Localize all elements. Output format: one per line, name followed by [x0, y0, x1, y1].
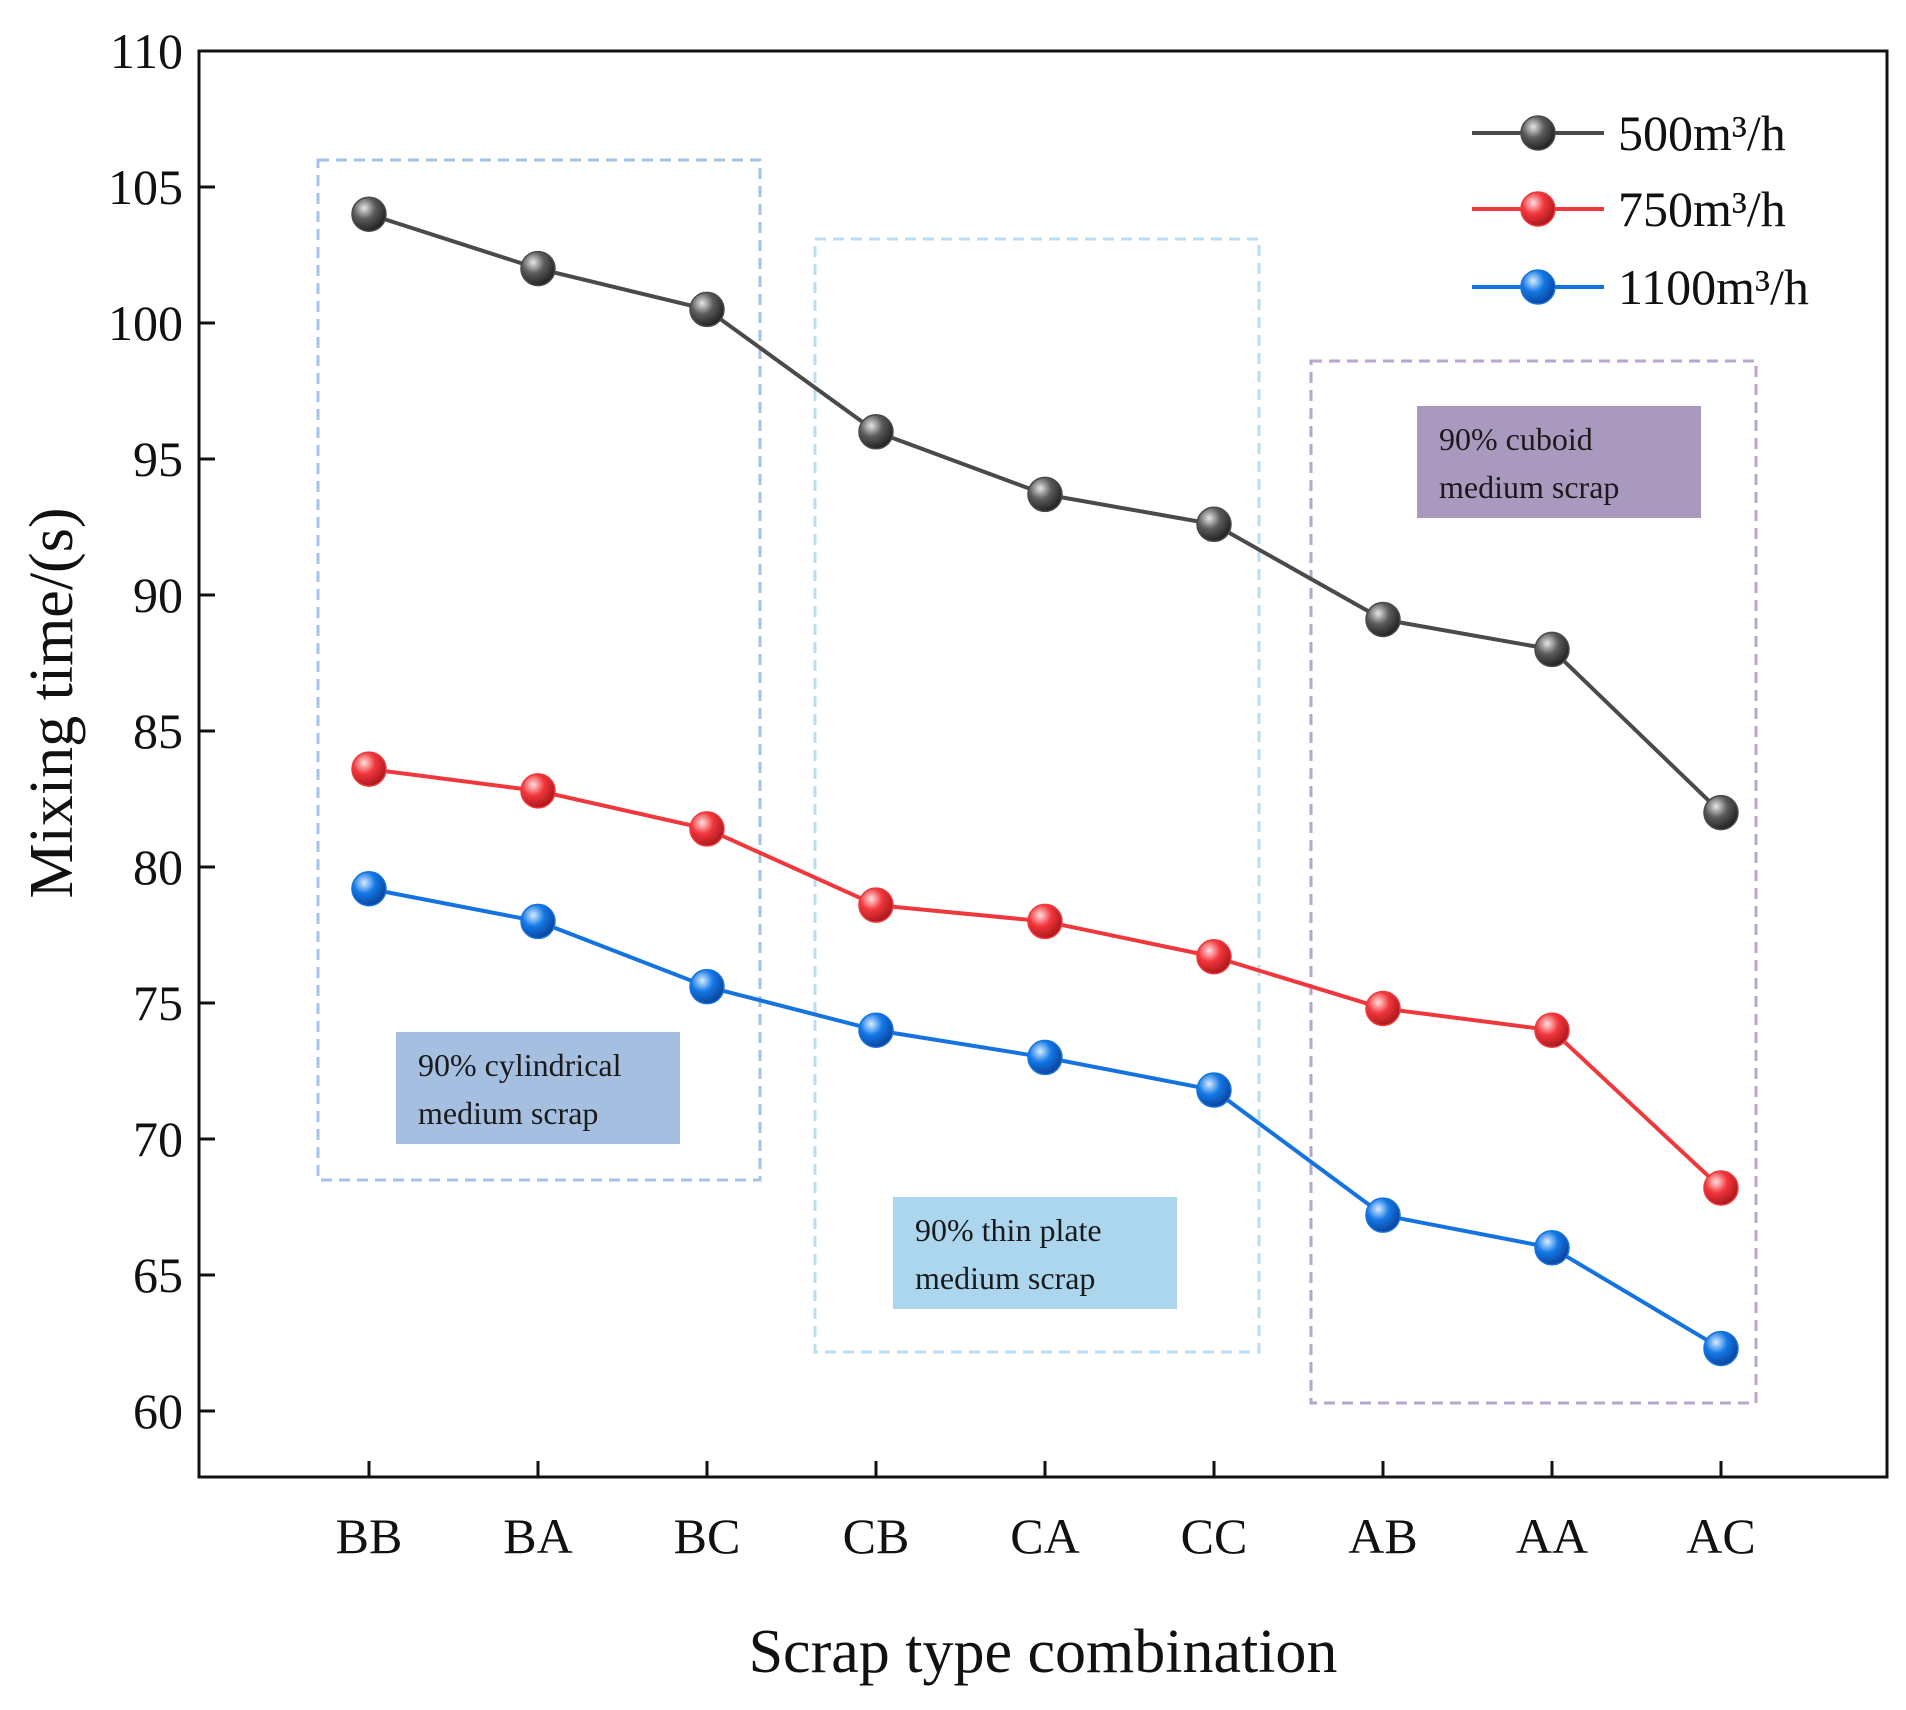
- y-axis: 60 65 70 75 80 85 90 95 100 105 110: [108, 23, 215, 1439]
- series-2: [351, 751, 1739, 1206]
- data-point-3-BC: [689, 968, 725, 1005]
- annotation-label-box-3: [1417, 406, 1701, 518]
- annotation-text-2-2: medium scrap: [915, 1260, 1095, 1296]
- data-point-1-AB: [1365, 601, 1401, 638]
- x-tick-label-CA: CA: [1010, 1508, 1079, 1564]
- x-tick-label-BC: BC: [674, 1508, 741, 1564]
- data-point-2-AA: [1534, 1012, 1570, 1048]
- legend-label-1: 500m³/h: [1618, 105, 1786, 161]
- data-point-3-CA: [1027, 1039, 1063, 1076]
- y-tick-label-85: 85: [133, 703, 183, 759]
- y-tick-label-65: 65: [133, 1247, 183, 1303]
- x-tick-label-CB: CB: [843, 1508, 910, 1564]
- annotation-label-box-2: [893, 1197, 1177, 1309]
- data-point-2-BB: [351, 751, 387, 787]
- y-tick-label-110: 110: [110, 23, 183, 79]
- x-tick-label-AC: AC: [1686, 1508, 1755, 1564]
- group-box-3: [1309, 359, 1758, 1405]
- data-point-3-AB: [1365, 1197, 1401, 1233]
- data-point-1-BC: [689, 291, 725, 328]
- data-point-3-AA: [1534, 1230, 1570, 1266]
- y-tick-label-90: 90: [133, 567, 183, 623]
- x-tick-label-AA: AA: [1516, 1508, 1588, 1564]
- series-3: [351, 871, 1739, 1367]
- data-point-2-BC: [689, 811, 725, 847]
- legend-marker-2: [1520, 191, 1556, 227]
- y-tick-label-70: 70: [133, 1111, 183, 1167]
- group-box-2: [813, 237, 1261, 1354]
- legend-marker-1: [1520, 115, 1556, 151]
- legend-label-2: 750m³/h: [1618, 181, 1786, 237]
- data-point-3-AC: [1703, 1330, 1739, 1367]
- legend-marker-3: [1520, 269, 1556, 305]
- annotation-text-3-1: 90% cuboid: [1439, 421, 1593, 457]
- y-tick-label-105: 105: [108, 159, 183, 215]
- y-tick-label-80: 80: [133, 839, 183, 895]
- annotation-text-1-2: medium scrap: [418, 1095, 598, 1131]
- legend: 500m³/h 750m³/h 1100m³/h: [1472, 105, 1809, 315]
- group-box-1: [316, 158, 762, 1182]
- data-point-2-CB: [858, 887, 894, 923]
- data-point-1-AA: [1534, 631, 1570, 668]
- data-point-1-BB: [351, 196, 387, 232]
- x-tick-label-CC: CC: [1181, 1508, 1248, 1564]
- y-tick-label-95: 95: [133, 431, 183, 487]
- annotation-label-box-1: [396, 1032, 680, 1144]
- data-point-2-CC: [1196, 939, 1232, 975]
- annotations-layer: 90% cylindrical medium scrap 90% thin plat…: [316, 158, 1758, 1405]
- legend-label-3: 1100m³/h: [1618, 259, 1809, 315]
- data-point-1-CA: [1027, 476, 1063, 513]
- data-point-1-CC: [1196, 506, 1232, 543]
- y-tick-label-100: 100: [108, 295, 183, 351]
- data-point-3-BA: [520, 903, 556, 940]
- data-point-2-CA: [1027, 903, 1063, 940]
- x-axis: BB BA BC CB CA CC AB AA AC: [336, 1461, 1756, 1564]
- y-tick-label-75: 75: [133, 975, 183, 1031]
- annotation-text-1-1: 90% cylindrical: [418, 1047, 622, 1083]
- data-point-2-AC: [1703, 1170, 1739, 1206]
- y-axis-title: Mixing time/(s): [18, 508, 86, 899]
- x-axis-title: Scrap type combination: [749, 1618, 1338, 1686]
- y-tick-label-60: 60: [133, 1383, 183, 1439]
- data-point-3-CB: [858, 1012, 894, 1048]
- series-1: [351, 196, 1739, 831]
- series-layer: [351, 196, 1739, 1367]
- data-point-1-BA: [520, 250, 556, 287]
- data-point-3-BB: [351, 871, 387, 907]
- data-point-3-CC: [1196, 1072, 1232, 1108]
- annotation-text-2-1: 90% thin plate: [915, 1212, 1102, 1248]
- plot-frame: [197, 49, 1889, 1479]
- data-point-2-AB: [1365, 990, 1401, 1027]
- x-tick-label-BB: BB: [336, 1508, 403, 1564]
- data-point-1-AC: [1703, 794, 1739, 831]
- x-tick-label-AB: AB: [1348, 1508, 1417, 1564]
- annotation-text-3-2: medium scrap: [1439, 469, 1619, 505]
- x-tick-label-BA: BA: [503, 1508, 572, 1564]
- data-point-1-CB: [858, 414, 894, 450]
- data-point-2-BA: [520, 773, 556, 809]
